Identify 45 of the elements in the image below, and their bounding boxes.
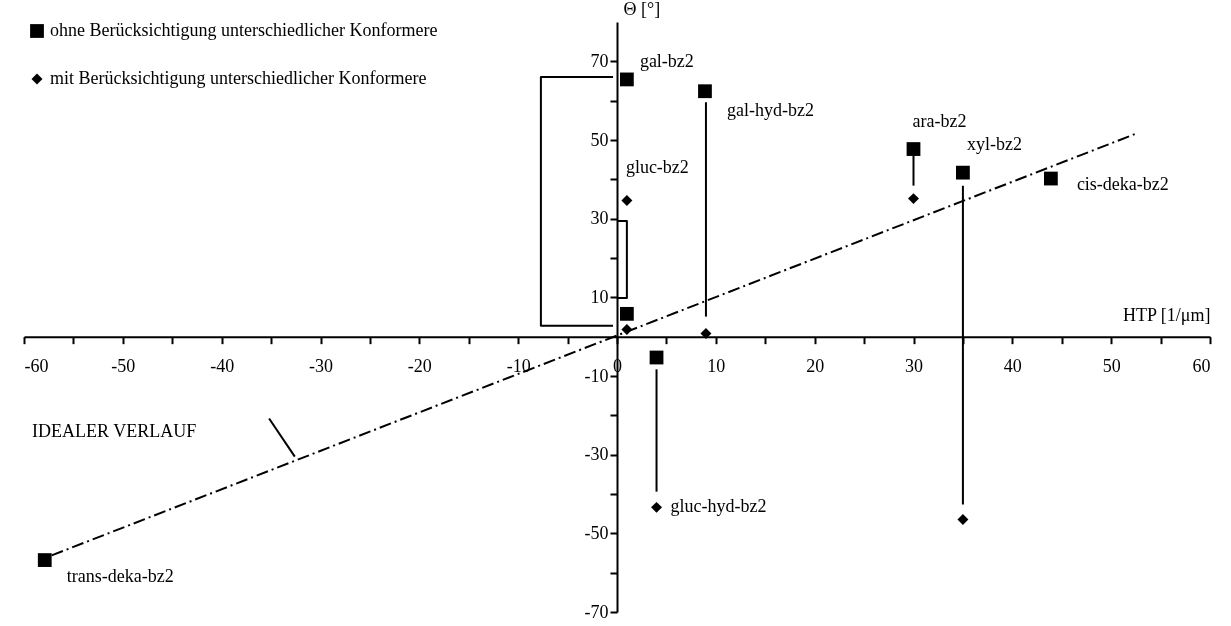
- x-tick-label: 30: [905, 356, 923, 377]
- point: [700, 328, 712, 339]
- point: [906, 142, 921, 156]
- y-tick-label: 10: [590, 286, 609, 307]
- x-tick-label: -60: [24, 356, 49, 377]
- point: [1043, 171, 1058, 186]
- point: [908, 193, 919, 205]
- annotation: IDEALER VERLAUF: [32, 421, 197, 441]
- annotation: gluc-hyd-bz2: [670, 496, 767, 517]
- y-axis-title: Θ [°]: [623, 0, 661, 19]
- y-tick-label: 70: [590, 50, 609, 71]
- x-tick-label: 40: [1003, 356, 1022, 377]
- annotation: xyl-bz2: [966, 133, 1022, 154]
- x-tick-label: 50: [1102, 356, 1121, 377]
- legend-label: ohne Berücksichtigung unterschiedlicher Konformere: [50, 20, 438, 40]
- point: [651, 501, 663, 513]
- point: [619, 72, 634, 87]
- x-tick-label: -10: [506, 356, 531, 377]
- point: [619, 306, 634, 321]
- point: [698, 84, 712, 99]
- point: [621, 324, 633, 336]
- x-tick-label: -40: [210, 356, 235, 377]
- y-tick-label: -30: [584, 444, 609, 465]
- annotation: gluc-bz2: [625, 156, 689, 177]
- point: [621, 195, 633, 207]
- legend-label: mit Berücksichtigung unterschiedlicher Konformere: [50, 68, 427, 88]
- point: [37, 553, 52, 567]
- annotation: gal-hyd-bz2: [726, 100, 814, 121]
- annotation: ara-bz2: [912, 111, 967, 132]
- x-tick-label: -20: [407, 356, 432, 377]
- annotation: trans-deka-bz2: [66, 566, 174, 587]
- x-axis-title: HTP [1/μm]: [1123, 305, 1211, 326]
- x-tick-label: -30: [309, 356, 333, 377]
- y-tick-label: -70: [584, 601, 609, 622]
- x-tick-label: 60: [1192, 356, 1211, 377]
- y-tick-label: 50: [590, 129, 609, 150]
- annotation: cis-deka-bz2: [1076, 173, 1169, 194]
- annotation: gal-bz2: [639, 51, 694, 72]
- x-tick-label: 20: [806, 356, 825, 377]
- y-tick-label: 30: [590, 208, 609, 229]
- point: [956, 165, 970, 180]
- x-tick-label: -50: [111, 356, 136, 377]
- point: [957, 514, 969, 526]
- x-tick-label: 10: [707, 356, 726, 377]
- y-tick-label: -50: [584, 522, 609, 543]
